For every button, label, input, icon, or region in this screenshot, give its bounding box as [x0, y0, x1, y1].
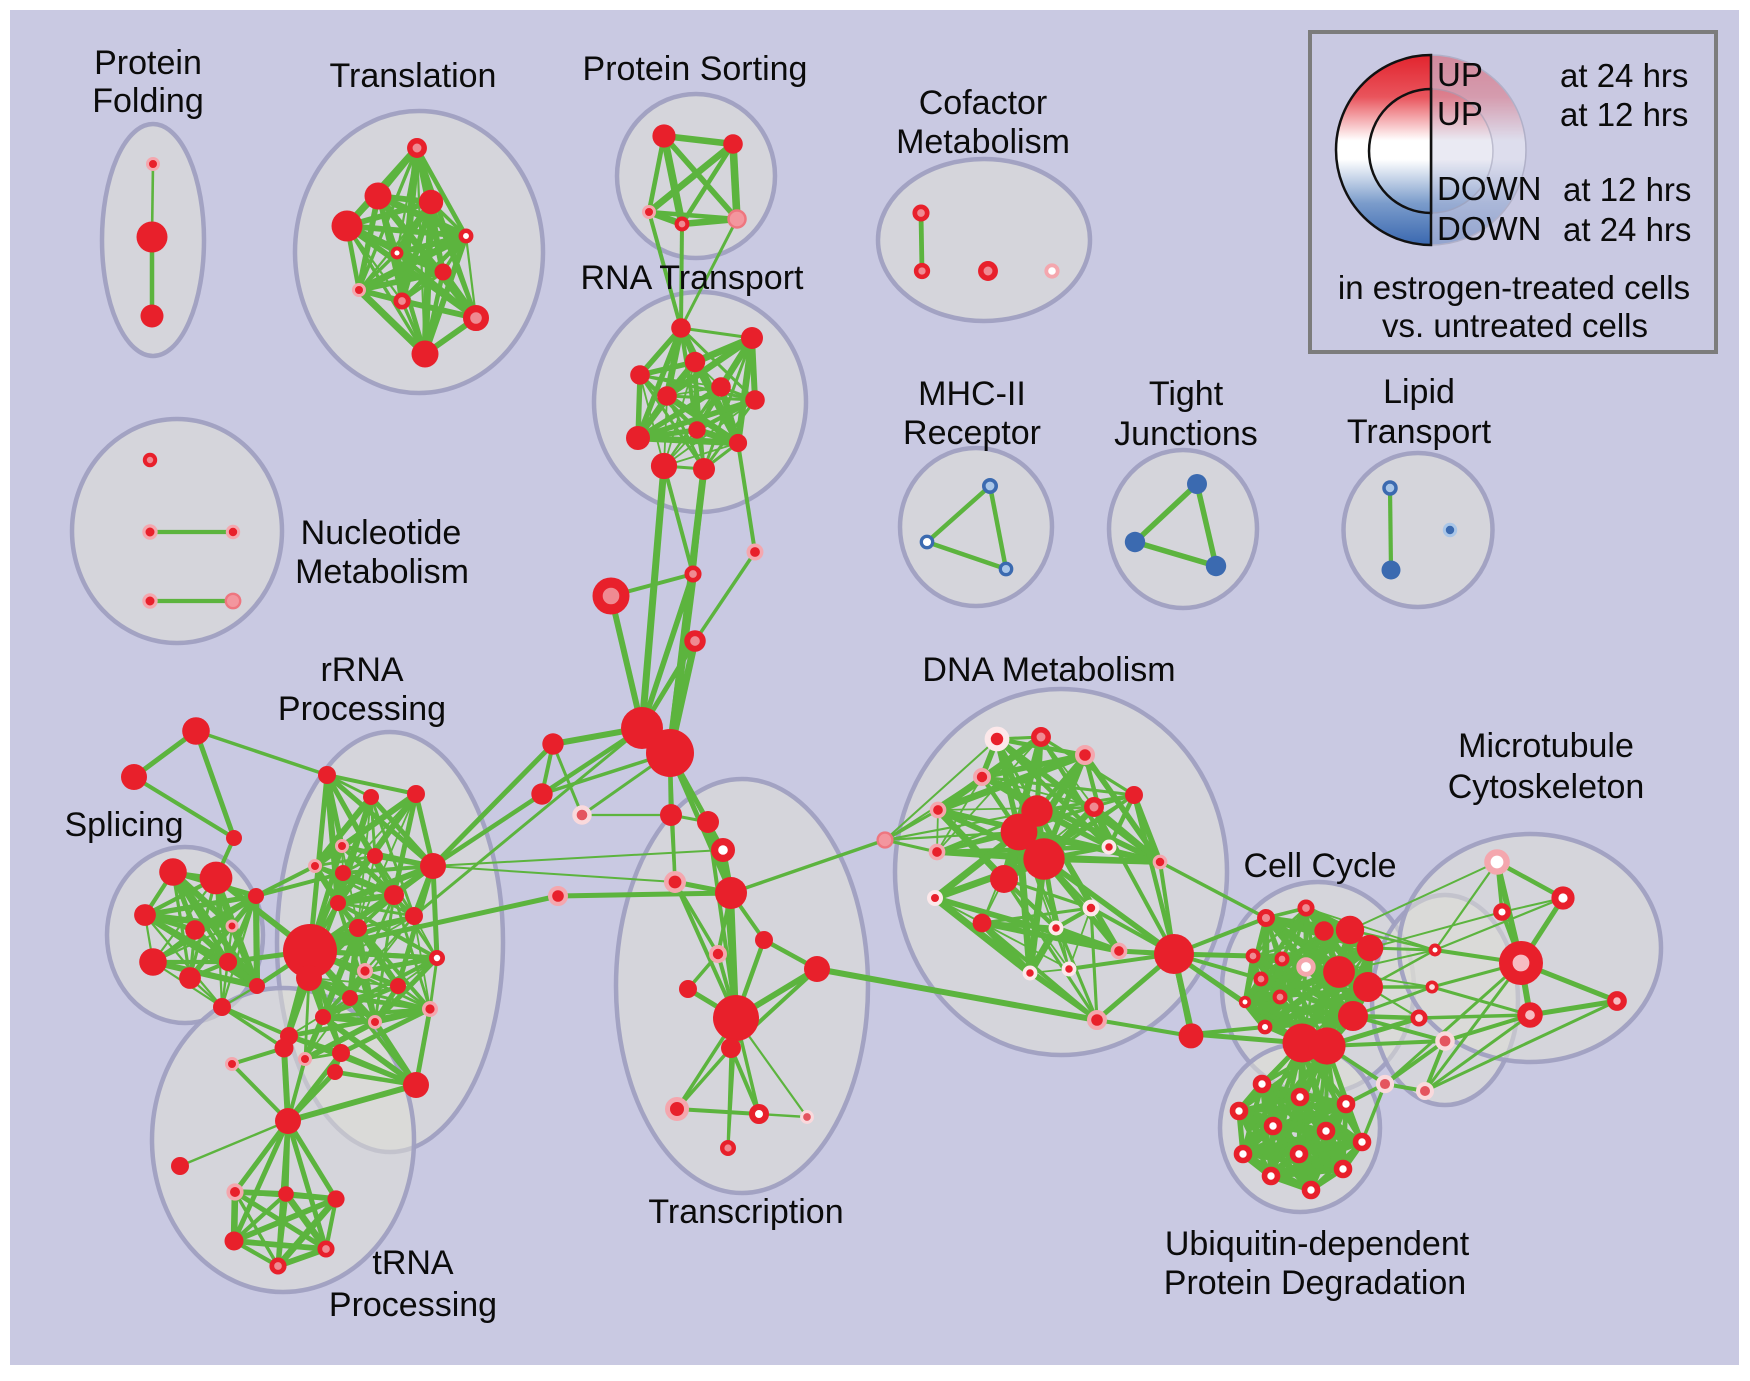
- svg-text:rRNA: rRNA: [320, 651, 403, 689]
- svg-text:Transport: Transport: [1347, 413, 1492, 451]
- svg-text:DNA Metabolism: DNA Metabolism: [922, 651, 1175, 689]
- svg-text:at 12 hrs: at 12 hrs: [1560, 96, 1688, 133]
- svg-text:UP: UP: [1437, 56, 1483, 93]
- svg-text:MHC-II: MHC-II: [918, 375, 1026, 413]
- svg-text:Processing: Processing: [329, 1286, 497, 1324]
- svg-text:DOWN: DOWN: [1437, 210, 1541, 247]
- svg-text:Ubiquitin-dependent: Ubiquitin-dependent: [1165, 1225, 1470, 1263]
- svg-text:Lipid: Lipid: [1383, 373, 1455, 411]
- svg-text:at 24 hrs: at 24 hrs: [1563, 211, 1691, 248]
- svg-text:tRNA: tRNA: [372, 1244, 454, 1282]
- svg-text:Cofactor: Cofactor: [919, 84, 1048, 122]
- svg-text:Folding: Folding: [92, 82, 204, 120]
- svg-text:in estrogen-treated cells: in estrogen-treated cells: [1338, 269, 1690, 306]
- svg-text:RNA Transport: RNA Transport: [581, 259, 805, 297]
- svg-text:Junctions: Junctions: [1114, 415, 1258, 453]
- svg-text:Microtubule: Microtubule: [1458, 727, 1634, 765]
- svg-text:Protein: Protein: [94, 44, 202, 82]
- svg-text:Transcription: Transcription: [648, 1193, 843, 1231]
- svg-text:Protein Sorting: Protein Sorting: [583, 50, 808, 88]
- svg-text:UP: UP: [1437, 95, 1483, 132]
- svg-text:Metabolism: Metabolism: [295, 553, 469, 591]
- svg-text:Cytoskeleton: Cytoskeleton: [1448, 768, 1645, 806]
- svg-text:Splicing: Splicing: [64, 806, 183, 844]
- svg-text:Processing: Processing: [278, 690, 446, 728]
- svg-text:Metabolism: Metabolism: [896, 123, 1070, 161]
- svg-text:at 12 hrs: at 12 hrs: [1563, 171, 1691, 208]
- svg-text:Receptor: Receptor: [903, 414, 1041, 452]
- svg-text:Nucleotide: Nucleotide: [301, 514, 462, 552]
- svg-text:Tight: Tight: [1149, 375, 1224, 413]
- svg-text:vs. untreated cells: vs. untreated cells: [1382, 307, 1648, 344]
- svg-text:Protein Degradation: Protein Degradation: [1164, 1264, 1466, 1302]
- svg-text:Cell Cycle: Cell Cycle: [1243, 847, 1396, 885]
- svg-text:at 24 hrs: at 24 hrs: [1560, 57, 1688, 94]
- svg-text:DOWN: DOWN: [1437, 170, 1541, 207]
- svg-text:Translation: Translation: [330, 57, 497, 95]
